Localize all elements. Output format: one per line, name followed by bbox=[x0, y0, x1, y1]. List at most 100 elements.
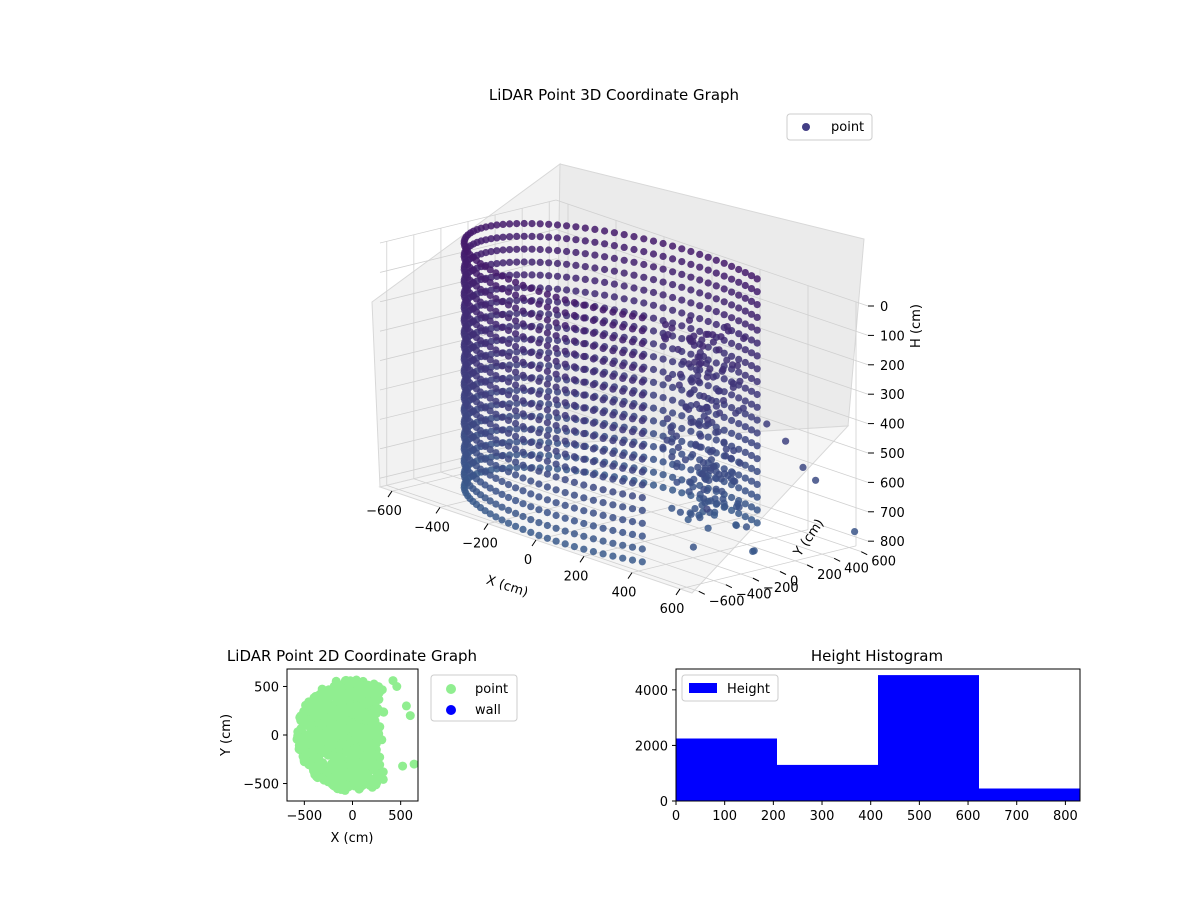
data-point bbox=[712, 295, 720, 303]
data-point bbox=[669, 255, 677, 263]
data-point bbox=[519, 346, 527, 354]
data-point bbox=[609, 462, 617, 470]
chart-2d-ticks: −500 0 500 500 0 −500 bbox=[243, 680, 413, 824]
z-tick-label: 200 bbox=[880, 359, 905, 374]
legend-label-point: point bbox=[831, 120, 864, 135]
data-point bbox=[753, 301, 761, 309]
data-point bbox=[628, 389, 637, 397]
data-point bbox=[723, 356, 731, 364]
data-point bbox=[753, 416, 761, 424]
data-point bbox=[601, 265, 609, 274]
data-point bbox=[366, 755, 376, 765]
data-point bbox=[638, 532, 646, 540]
data-point bbox=[552, 396, 560, 404]
data-point bbox=[609, 385, 617, 393]
data-point bbox=[513, 335, 521, 343]
data-point bbox=[753, 429, 761, 437]
data-point bbox=[486, 433, 494, 441]
data-point bbox=[319, 775, 329, 785]
data-point bbox=[545, 246, 553, 254]
data-point bbox=[563, 247, 571, 256]
data-point bbox=[676, 508, 685, 516]
data-point bbox=[619, 336, 627, 344]
data-point bbox=[519, 294, 527, 302]
data-point bbox=[527, 464, 535, 472]
data-point bbox=[628, 351, 637, 359]
data-point bbox=[589, 432, 598, 440]
data-point bbox=[609, 359, 617, 368]
data-point bbox=[535, 429, 543, 437]
data-point bbox=[527, 284, 535, 292]
data-point bbox=[720, 413, 728, 421]
data-point bbox=[649, 327, 658, 335]
data-point bbox=[747, 490, 756, 498]
data-point bbox=[681, 456, 690, 464]
data-point bbox=[570, 337, 579, 345]
data-point bbox=[669, 293, 677, 302]
data-point bbox=[511, 278, 520, 286]
data-point bbox=[513, 361, 521, 369]
data-point bbox=[728, 493, 736, 502]
data-point bbox=[649, 391, 658, 399]
data-point bbox=[295, 712, 305, 722]
data-point bbox=[700, 352, 708, 361]
data-point bbox=[504, 391, 513, 399]
data-point bbox=[741, 269, 749, 277]
data-point bbox=[720, 349, 728, 357]
data-point bbox=[498, 490, 506, 498]
data-point bbox=[572, 236, 580, 244]
histogram-bar bbox=[979, 788, 1080, 801]
data-point bbox=[741, 436, 749, 444]
data-point bbox=[504, 506, 513, 514]
data-point bbox=[741, 474, 749, 482]
chart-3d-x-ticks: −600 −400 −200 0 200 400 600 bbox=[366, 490, 684, 617]
data-point bbox=[552, 447, 560, 455]
data-point bbox=[492, 359, 500, 367]
data-point bbox=[696, 315, 704, 323]
data-point bbox=[543, 457, 552, 465]
data-point bbox=[696, 276, 704, 284]
data-point bbox=[640, 286, 648, 294]
data-point bbox=[492, 410, 500, 418]
data-point bbox=[687, 350, 695, 358]
data-point bbox=[638, 417, 646, 425]
data-point bbox=[498, 388, 506, 396]
data-point bbox=[851, 528, 859, 536]
data-point bbox=[519, 512, 527, 521]
data-point bbox=[659, 252, 667, 260]
grid-line bbox=[379, 199, 557, 244]
data-point bbox=[712, 402, 721, 410]
legend-swatch-height bbox=[689, 683, 717, 693]
data-point bbox=[649, 455, 658, 463]
data-point bbox=[685, 405, 693, 414]
data-point bbox=[561, 322, 569, 330]
data-point bbox=[545, 310, 553, 318]
data-point bbox=[609, 321, 617, 329]
data-point bbox=[553, 285, 562, 293]
data-point bbox=[649, 353, 658, 361]
data-point bbox=[513, 451, 521, 459]
data-point bbox=[704, 279, 712, 287]
data-point bbox=[610, 267, 619, 275]
data-point bbox=[589, 471, 598, 479]
data-point bbox=[581, 275, 589, 283]
data-point bbox=[731, 477, 739, 485]
data-point bbox=[728, 391, 736, 399]
data-point bbox=[716, 409, 724, 417]
data-point bbox=[609, 411, 617, 419]
data-point bbox=[527, 349, 535, 357]
data-point bbox=[513, 322, 521, 330]
data-point bbox=[812, 476, 820, 484]
data-point bbox=[561, 437, 569, 445]
data-point bbox=[498, 465, 506, 473]
data-point bbox=[589, 535, 598, 543]
data-point bbox=[498, 400, 506, 409]
data-point bbox=[528, 245, 536, 253]
data-point bbox=[504, 442, 513, 450]
data-point bbox=[747, 349, 756, 357]
grid-line bbox=[555, 376, 869, 483]
data-point bbox=[686, 478, 694, 486]
data-point bbox=[649, 314, 658, 322]
data-point bbox=[545, 464, 553, 472]
